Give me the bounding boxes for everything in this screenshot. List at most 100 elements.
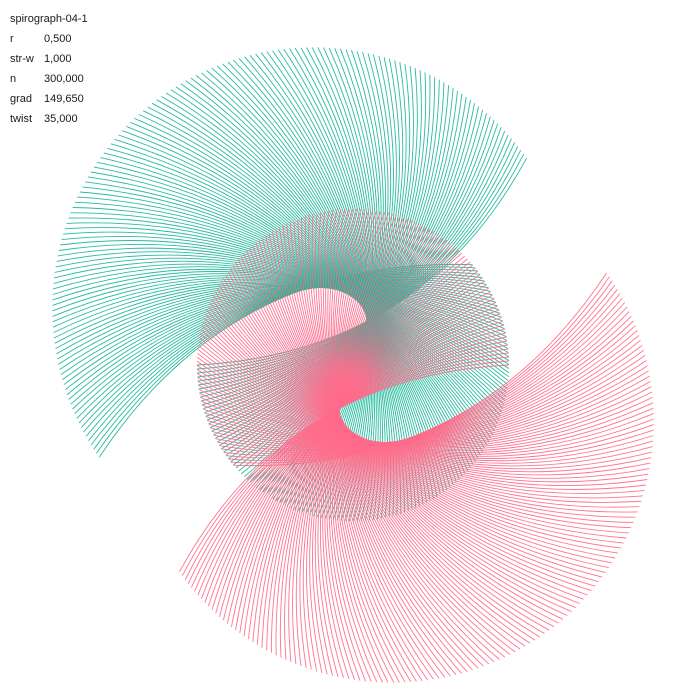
param-label: n xyxy=(10,73,17,85)
spirograph-strand xyxy=(197,381,651,446)
spirograph-strand xyxy=(265,235,584,600)
spirograph-strand xyxy=(62,287,504,381)
spirograph-strand xyxy=(212,295,642,503)
spirograph-strand xyxy=(196,360,654,452)
spirograph-strand xyxy=(165,92,405,513)
spirograph-strand xyxy=(208,103,475,425)
spirograph-strand xyxy=(317,237,444,677)
spirograph-strand xyxy=(256,284,487,645)
spirograph-strand xyxy=(225,274,629,534)
spirograph-strand xyxy=(211,315,632,448)
spirograph-strand xyxy=(329,225,423,682)
spirograph-strand xyxy=(331,223,420,683)
spirograph-strand xyxy=(196,356,654,453)
spirograph-strand xyxy=(198,370,649,444)
spirograph-strand xyxy=(214,291,640,508)
spirograph-strand xyxy=(209,99,471,428)
spirograph-strand xyxy=(228,280,613,462)
spirograph-strand xyxy=(327,209,495,663)
param-value: 35,000 xyxy=(44,113,78,125)
spirograph-strand xyxy=(201,355,646,443)
spirograph-strand xyxy=(74,201,483,453)
spirograph-strand xyxy=(197,340,508,596)
spirograph-strand xyxy=(208,325,636,446)
spirograph-strand xyxy=(206,310,648,486)
spirograph-strand xyxy=(199,130,506,394)
spirograph-strand xyxy=(319,235,441,679)
spirograph-strand xyxy=(200,329,653,470)
spirograph-strand xyxy=(309,244,454,673)
spirograph-strand xyxy=(279,227,568,616)
spirograph-strand xyxy=(208,306,646,490)
spirograph-strand xyxy=(338,212,429,681)
spirograph-strand xyxy=(219,317,502,617)
spirograph-strand xyxy=(322,233,437,680)
spirograph-strand xyxy=(268,233,580,604)
spirograph-strand xyxy=(210,320,634,447)
spirograph-strand xyxy=(337,216,406,683)
spirograph-strand xyxy=(299,252,463,668)
spirograph-strand xyxy=(223,79,440,453)
spirograph-strand xyxy=(85,275,485,437)
spirograph-strand xyxy=(142,110,424,505)
spirograph-strand xyxy=(311,214,526,647)
spirograph-strand xyxy=(110,143,451,488)
spirograph-strand xyxy=(138,114,427,503)
spirograph-strand xyxy=(261,237,588,596)
spirograph-strand xyxy=(338,213,417,682)
spirograph-strand xyxy=(336,209,457,675)
spirograph-strand xyxy=(93,166,466,474)
spirograph-strand xyxy=(199,365,648,444)
spirograph-strand xyxy=(194,344,508,592)
spirograph-strand xyxy=(284,264,473,660)
spirograph-strand xyxy=(335,218,409,683)
spirograph-strand xyxy=(204,113,487,413)
spirograph-strand xyxy=(207,328,505,607)
spirograph-strand xyxy=(289,222,555,628)
spirograph-strand xyxy=(239,298,495,634)
spirograph-strand xyxy=(211,298,643,499)
spirograph-strand xyxy=(215,90,458,439)
spirograph-strand xyxy=(55,284,509,349)
spirograph-strand xyxy=(68,285,499,400)
spirograph-strand xyxy=(322,210,506,658)
param-row-twist: twist 35,000 xyxy=(10,109,88,129)
spirograph-strand xyxy=(103,152,457,483)
param-value: 1,000 xyxy=(44,53,72,65)
spirograph-strand xyxy=(88,273,483,441)
spirograph-strand xyxy=(205,313,649,483)
spirograph-strand xyxy=(249,247,603,578)
param-label: str-w xyxy=(10,53,34,65)
spirograph-strand xyxy=(332,221,416,683)
spirograph-strand xyxy=(197,344,654,459)
spirograph-strand xyxy=(232,265,621,549)
spirograph-strand xyxy=(118,134,445,493)
spirograph-strand xyxy=(61,236,497,428)
spirograph-strand xyxy=(96,266,476,454)
spirograph-strand xyxy=(222,313,501,621)
param-label: r xyxy=(10,33,14,45)
spirograph-strand xyxy=(190,348,509,588)
spirograph-strand xyxy=(337,209,451,677)
param-row-str-w: str-w 1,000 xyxy=(10,49,88,69)
spirograph-strand xyxy=(202,321,651,476)
spirograph-strand xyxy=(304,216,536,641)
spirograph-strand xyxy=(202,349,644,443)
spirograph-strand xyxy=(334,220,412,683)
spirograph-strand xyxy=(220,281,634,523)
spirograph-strand xyxy=(282,225,564,620)
spirograph-strand xyxy=(312,242,451,675)
spirograph-strand xyxy=(246,250,606,573)
spirograph-strand xyxy=(198,340,654,462)
spirograph-strand xyxy=(227,271,627,539)
spirograph-strand xyxy=(293,220,550,631)
spirograph-strand xyxy=(324,230,434,680)
spirograph-strand xyxy=(70,212,488,446)
spirograph-strand xyxy=(241,63,411,475)
spirograph-strand xyxy=(237,259,616,559)
spirograph-strand xyxy=(196,373,653,448)
spirograph-strand xyxy=(226,284,616,459)
spirograph-strand xyxy=(314,213,521,650)
spirograph-strand xyxy=(295,255,465,667)
